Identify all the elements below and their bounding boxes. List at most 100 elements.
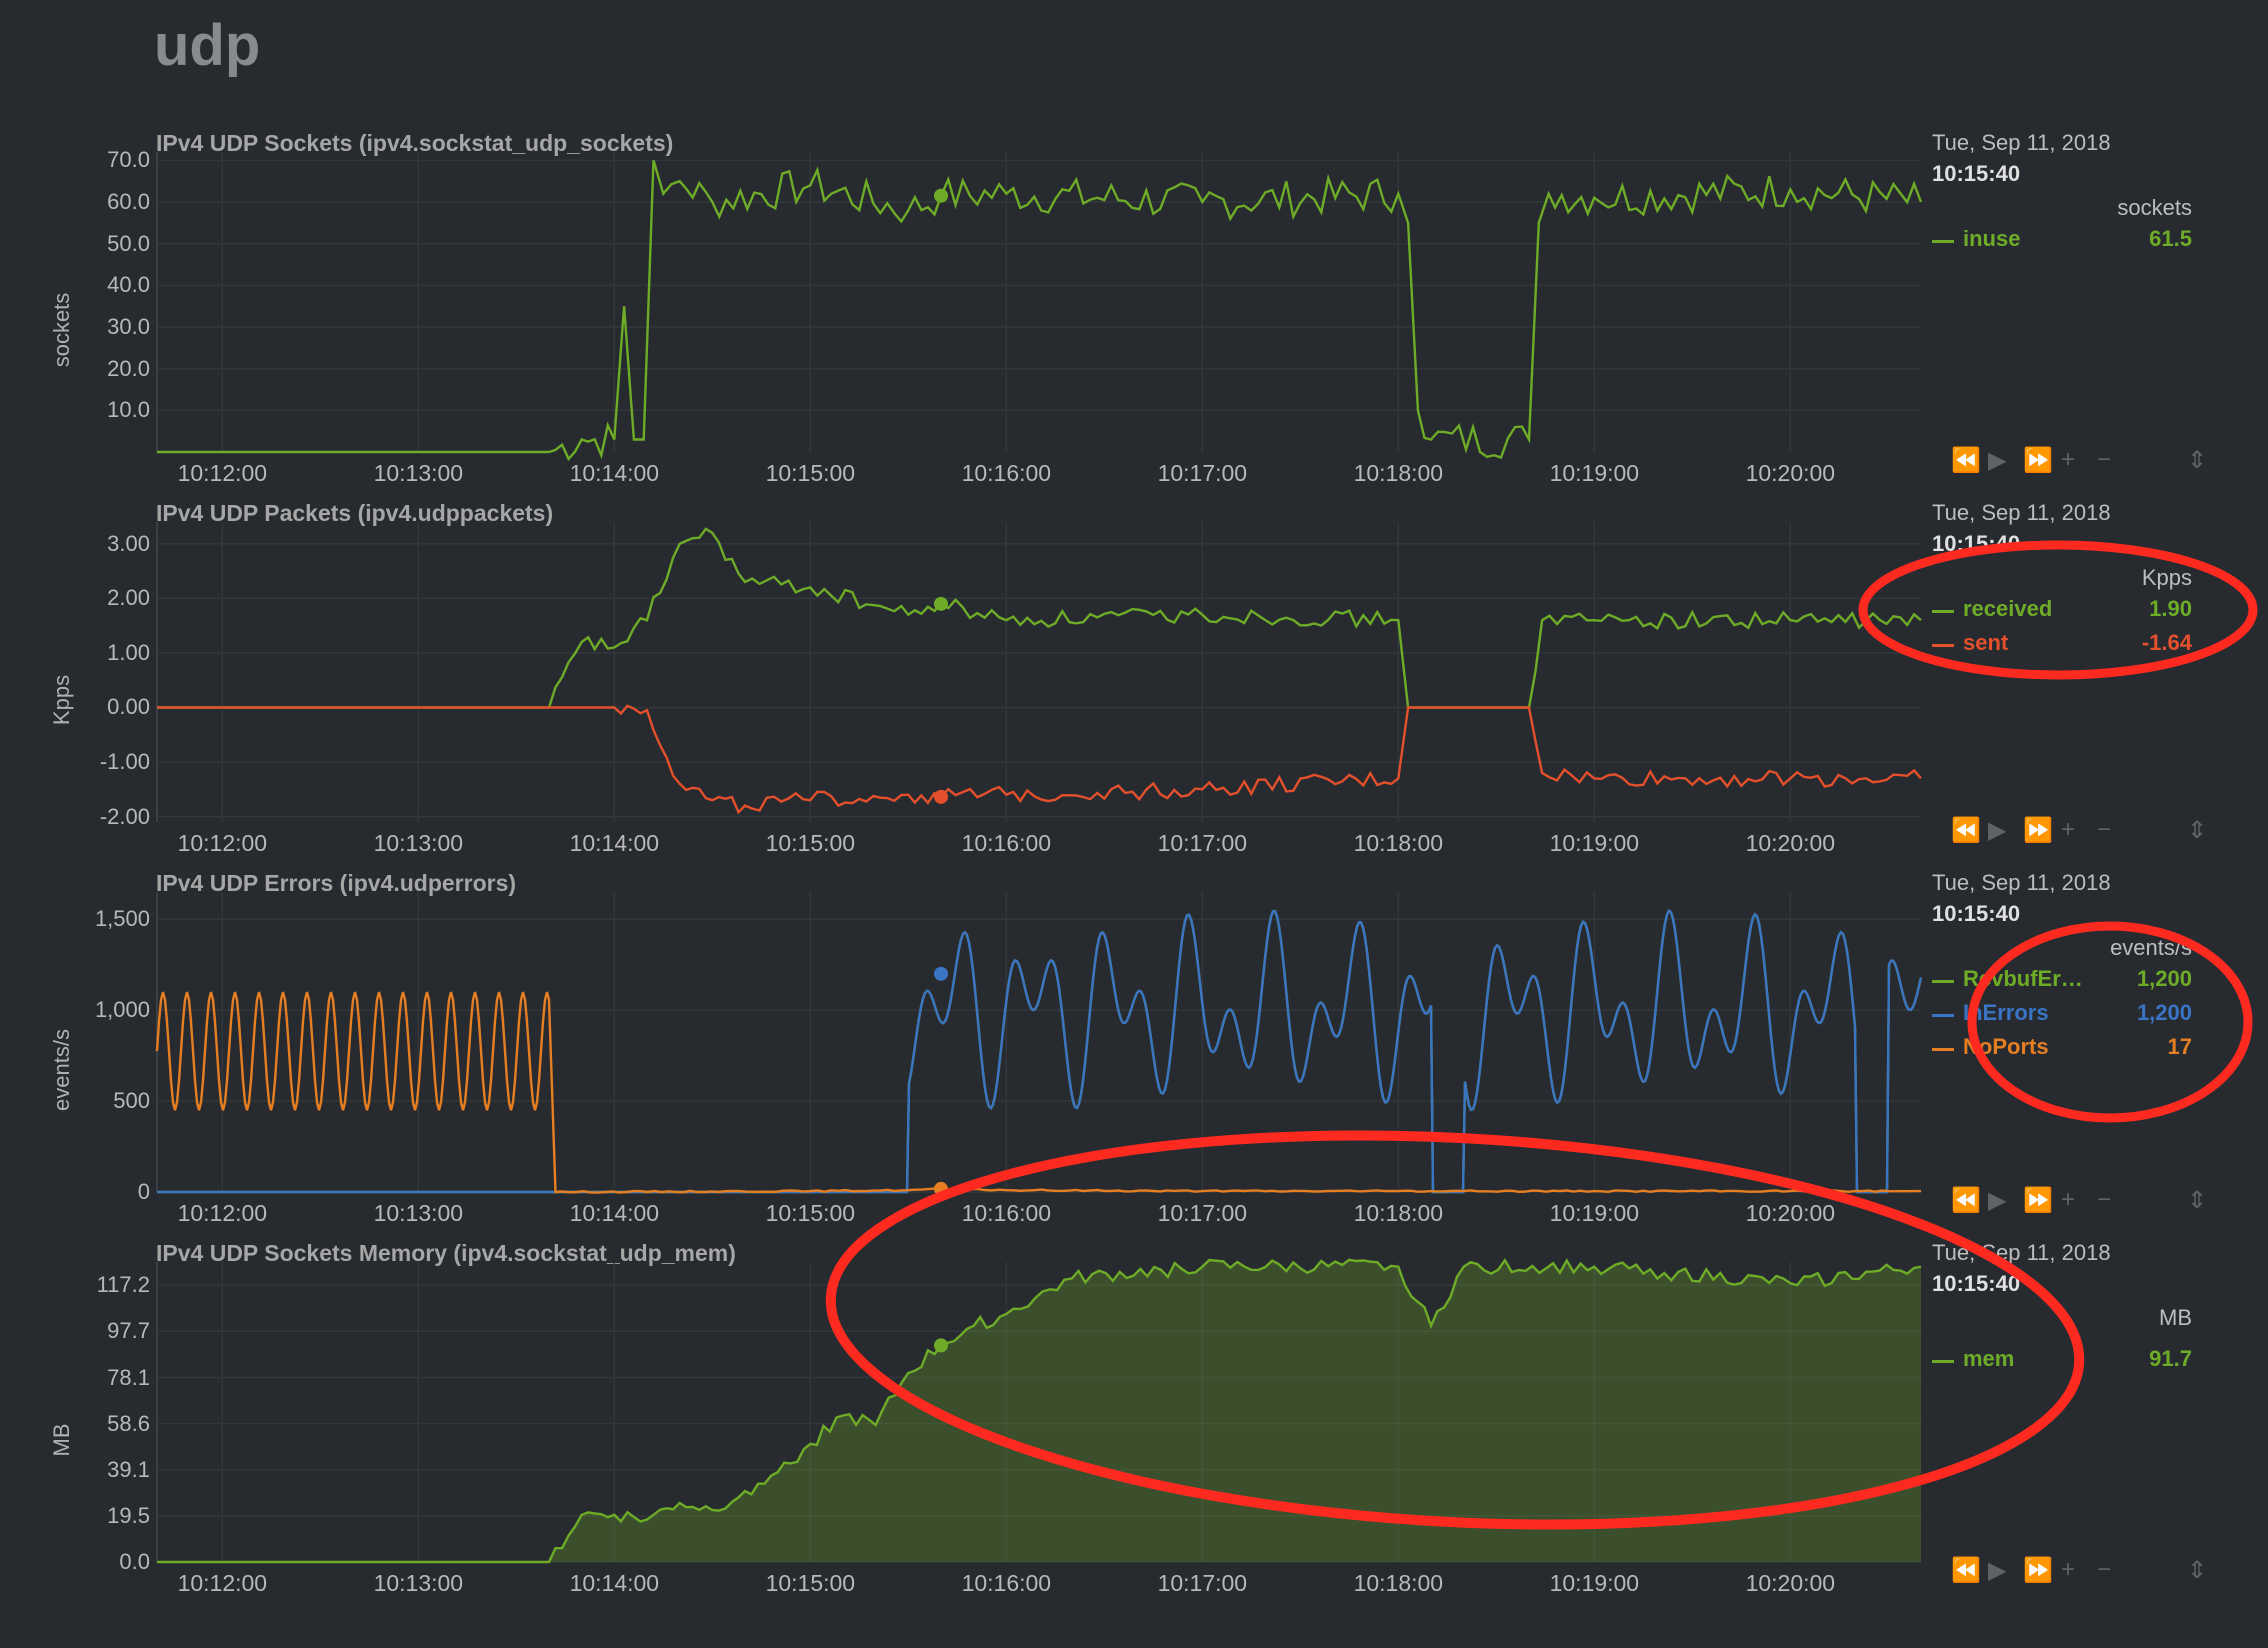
fast-forward-icon[interactable]: ⏩ (2023, 1187, 2053, 1214)
resize-handle-icon[interactable]: ⇕ (2187, 1557, 2208, 1584)
zoom-in-icon[interactable]: + (2061, 1186, 2076, 1213)
rewind-icon[interactable]: ⏪ (1951, 1557, 1981, 1584)
x-tick-label: 10:18:00 (1353, 1570, 1444, 1596)
legend: Tue, Sep 11, 2018 10:15:40 MB mem 91.7 (1932, 1240, 2192, 1610)
series-swatch (1932, 240, 1954, 243)
plot-area[interactable] (155, 892, 1923, 1196)
play-icon[interactable]: ▶ (1988, 1557, 2007, 1584)
x-tick-label: 10:17:00 (1157, 1570, 1248, 1596)
y-tick-label: 97.7 (107, 1318, 150, 1344)
legend: Tue, Sep 11, 2018 10:15:40 events/s Rcvb… (1932, 870, 2192, 1240)
zoom-in-icon[interactable]: + (2061, 446, 2076, 473)
x-tick-label: 10:12:00 (177, 830, 268, 856)
fast-forward-icon[interactable]: ⏩ (2023, 1557, 2053, 1584)
y-tick-label: 19.5 (107, 1502, 150, 1528)
x-tick-label: 10:14:00 (569, 1200, 660, 1226)
legend-item-mem[interactable]: mem 91.7 (1932, 1346, 2192, 1376)
y-tick-label: 30.0 (107, 314, 150, 339)
series-line-inuse (157, 159, 1923, 462)
legend-item-noports[interactable]: NoPorts 17 (1932, 1034, 2192, 1064)
play-icon[interactable]: ▶ (1988, 1187, 2007, 1214)
x-tick-label: 10:13:00 (373, 1200, 464, 1226)
y-tick-label: 117.2 (96, 1272, 150, 1298)
rewind-icon[interactable]: ⏪ (1951, 817, 1981, 844)
legend-item-sent[interactable]: sent -1.64 (1932, 630, 2192, 660)
y-tick-label: 3.00 (107, 530, 150, 556)
resize-handle-icon[interactable]: ⇕ (2187, 1187, 2208, 1214)
x-tick-label: 10:17:00 (1157, 1200, 1248, 1226)
legend: Tue, Sep 11, 2018 10:15:40 sockets inuse… (1932, 130, 2192, 500)
series-name: RcvbufErrors (1963, 966, 2088, 991)
x-tick-label: 10:18:00 (1353, 460, 1444, 486)
y-tick-label: 78.1 (107, 1364, 150, 1390)
zoom-out-icon[interactable]: − (2097, 1556, 2112, 1583)
series-swatch (1932, 1360, 1954, 1363)
legend-item-inerrors[interactable]: InErrors 1,200 (1932, 1000, 2192, 1030)
x-tick-label: 10:14:00 (569, 1570, 660, 1596)
zoom-in-icon[interactable]: + (2061, 816, 2076, 843)
x-tick-label: 10:20:00 (1745, 1200, 1836, 1226)
y-tick-label: 0.00 (107, 694, 150, 720)
plot-area[interactable] (156, 1257, 1922, 1564)
chart-title: IPv4 UDP Errors (ipv4.udperrors) (156, 870, 517, 896)
chart-title: IPv4 UDP Packets (ipv4.udppackets) (156, 500, 554, 526)
legend-item-inuse[interactable]: inuse 61.5 (1932, 226, 2192, 256)
fast-forward-icon[interactable]: ⏩ (2023, 447, 2053, 474)
series-value: 1,200 (2136, 1000, 2192, 1025)
plot-area[interactable] (156, 522, 1922, 822)
series-value: 91.7 (2149, 1346, 2192, 1371)
hover-point-mem (934, 1338, 948, 1353)
series-name: inuse (1963, 226, 2021, 251)
legend-units: Kpps (2141, 565, 2192, 590)
y-tick-label: 0.0 (119, 1549, 150, 1574)
y-tick-label: 40.0 (107, 272, 150, 298)
y-tick-label: 0 (137, 1179, 150, 1204)
legend-item-received[interactable]: received 1.90 (1932, 596, 2192, 626)
series-line-NoPorts (155, 991, 1921, 1194)
x-tick-label: 10:20:00 (1745, 1570, 1836, 1596)
play-icon[interactable]: ▶ (1988, 817, 2007, 844)
series-line-InErrors (157, 908, 1923, 1194)
series-name: InErrors (1963, 1000, 2049, 1025)
legend-item-rcvbuferrors[interactable]: RcvbufErrors 1,200 (1932, 966, 2192, 996)
legend: Tue, Sep 11, 2018 10:15:40 Kpps received… (1932, 500, 2192, 870)
x-tick-label: 10:19:00 (1549, 830, 1640, 856)
plot-area[interactable] (156, 152, 1923, 462)
x-tick-label: 10:19:00 (1549, 460, 1640, 486)
y-tick-label: -1.00 (99, 749, 150, 774)
resize-handle-icon[interactable]: ⇕ (2187, 817, 2208, 844)
series-swatch (1932, 980, 1954, 983)
x-tick-label: 10:13:00 (373, 830, 464, 856)
fast-forward-icon[interactable]: ⏩ (2023, 817, 2053, 844)
legend-time: 10:15:40 (1932, 901, 2021, 926)
x-tick-label: 10:18:00 (1353, 830, 1444, 856)
chart-controls: ⏪ ▶ ⏩ + − ⇕ (1915, 1556, 2215, 1586)
y-tick-label: 60.0 (107, 189, 150, 214)
rewind-icon[interactable]: ⏪ (1951, 447, 1981, 474)
zoom-out-icon[interactable]: − (2097, 446, 2112, 473)
series-value: 1.90 (2149, 596, 2192, 621)
rewind-icon[interactable]: ⏪ (1951, 1187, 1981, 1214)
chart-controls: ⏪ ▶ ⏩ + − ⇕ (1915, 1186, 2215, 1216)
x-tick-label: 10:12:00 (177, 1200, 268, 1226)
series-line-received (157, 527, 1922, 709)
y-tick-label: -2.00 (99, 803, 150, 829)
y-tick-label: 1,500 (94, 906, 150, 932)
zoom-out-icon[interactable]: − (2097, 816, 2112, 843)
x-tick-label: 10:15:00 (765, 460, 856, 486)
legend-date: Tue, Sep 11, 2018 (1932, 130, 2111, 155)
y-tick-label: 50.0 (107, 230, 150, 256)
chart-controls: ⏪ ▶ ⏩ + − ⇕ (1915, 446, 2215, 476)
series-swatch (1932, 610, 1954, 613)
y-tick-label: 39.1 (107, 1456, 150, 1482)
y-tick-label: 500 (113, 1088, 150, 1114)
y-tick-label: 10.0 (107, 397, 150, 423)
zoom-in-icon[interactable]: + (2061, 1556, 2076, 1583)
hover-point-InErrors (934, 966, 948, 981)
zoom-out-icon[interactable]: − (2097, 1186, 2112, 1213)
play-icon[interactable]: ▶ (1988, 447, 2007, 474)
legend-time: 10:15:40 (1932, 531, 2021, 556)
series-name: mem (1963, 1346, 2015, 1371)
x-tick-label: 10:13:00 (373, 1570, 464, 1596)
resize-handle-icon[interactable]: ⇕ (2187, 447, 2208, 474)
